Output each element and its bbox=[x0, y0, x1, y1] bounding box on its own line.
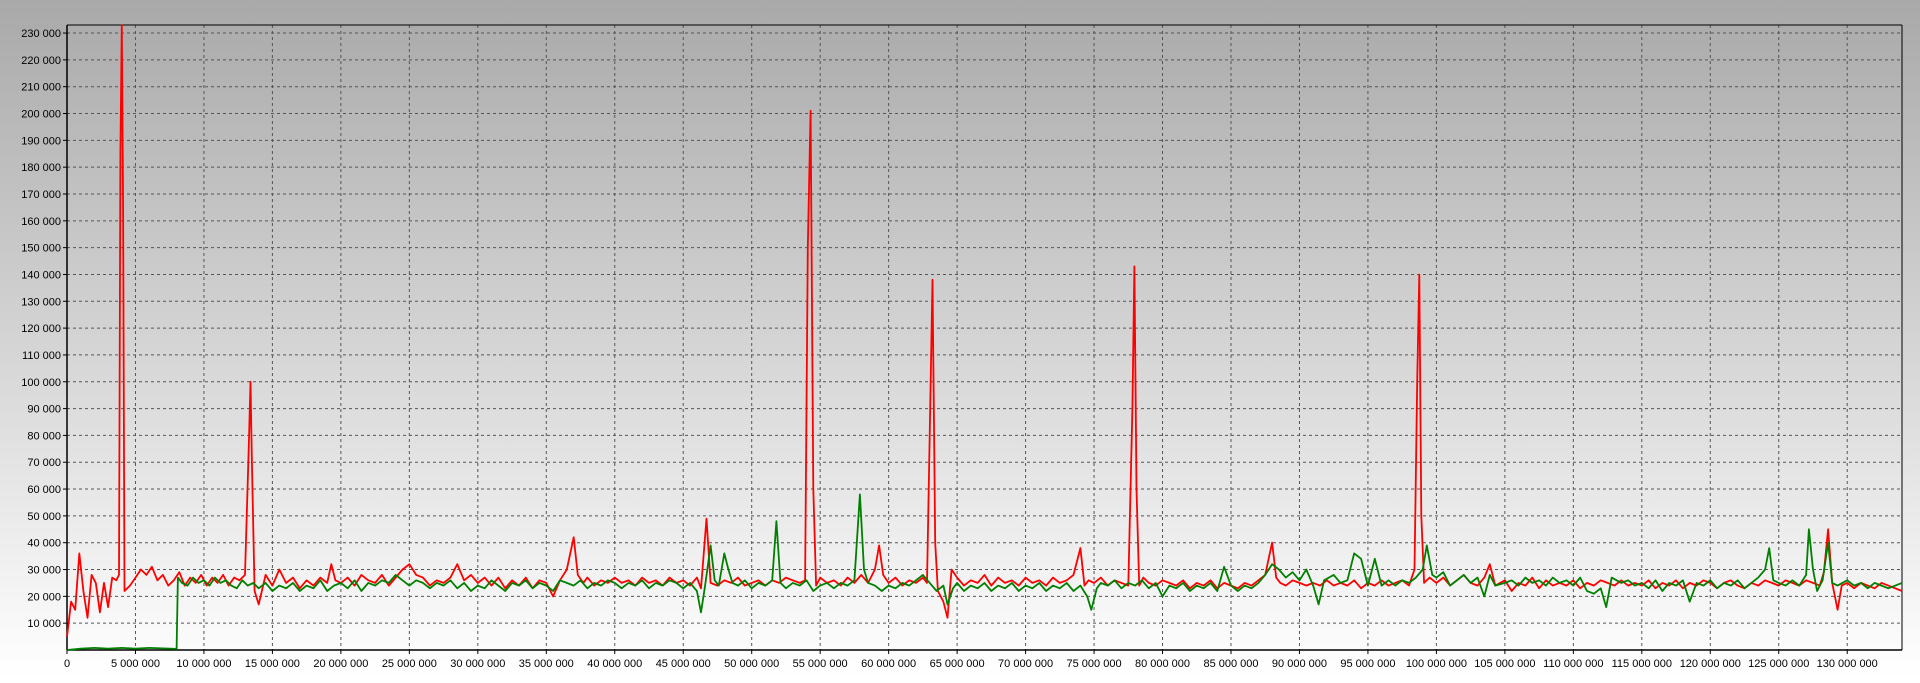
x-tick-label: 120 000 000 bbox=[1680, 658, 1741, 670]
y-tick-label: 110 000 bbox=[22, 350, 61, 362]
x-tick-label: 75 000 000 bbox=[1067, 658, 1122, 670]
x-tick-label: 65 000 000 bbox=[930, 658, 985, 670]
y-tick-label: 140 000 bbox=[21, 269, 61, 281]
y-tick-label: 150 000 bbox=[21, 243, 61, 255]
y-tick-label: 230 000 bbox=[21, 28, 61, 40]
y-tick-label: 50 000 bbox=[27, 511, 61, 523]
y-tick-label: 220 000 bbox=[21, 55, 61, 67]
y-tick-label: 200 000 bbox=[21, 109, 61, 121]
y-tick-label: 100 000 bbox=[21, 377, 61, 389]
x-tick-label: 100 000 000 bbox=[1406, 658, 1467, 670]
x-tick-label: 25 000 000 bbox=[382, 658, 437, 670]
y-tick-label: 170 000 bbox=[21, 189, 61, 201]
y-tick-label: 130 000 bbox=[21, 296, 61, 308]
grid bbox=[67, 25, 1902, 650]
x-axis-ticks: 0 5 000 000 10 000 000 15 000 000 20 000 000… bbox=[64, 650, 1878, 670]
x-tick-label: 125 000 000 bbox=[1748, 658, 1809, 670]
x-tick-label: 95 000 000 bbox=[1340, 658, 1395, 670]
y-tick-label: 160 000 bbox=[21, 216, 61, 228]
x-tick-label: 40 000 000 bbox=[587, 658, 642, 670]
x-tick-label: 30 000 000 bbox=[450, 658, 505, 670]
x-tick-label: 110 000 000 bbox=[1543, 658, 1603, 670]
y-tick-label: 40 000 bbox=[27, 538, 61, 550]
x-tick-label: 130 000 000 bbox=[1817, 658, 1878, 670]
y-tick-label: 60 000 bbox=[27, 484, 61, 496]
y-axis-ticks: 10 000 20 000 30 000 40 000 50 000 60 000 70 0… bbox=[21, 28, 67, 630]
y-tick-label: 210 000 bbox=[21, 82, 61, 94]
x-tick-label: 0 bbox=[64, 658, 70, 670]
x-tick-label: 80 000 000 bbox=[1135, 658, 1190, 670]
axes bbox=[66, 24, 1903, 651]
series-group bbox=[66, 24, 1903, 651]
y-tick-label: 70 000 bbox=[27, 457, 61, 469]
series-line-1 bbox=[66, 24, 1903, 637]
x-tick-label: 70 000 000 bbox=[998, 658, 1053, 670]
y-tick-label: 180 000 bbox=[21, 162, 61, 174]
x-tick-label: 45 000 000 bbox=[656, 658, 711, 670]
y-tick-label: 30 000 bbox=[27, 565, 61, 577]
x-tick-label: 15 000 000 bbox=[245, 658, 300, 670]
y-tick-label: 10 000 bbox=[27, 618, 61, 630]
y-tick-label: 120 000 bbox=[21, 323, 61, 335]
y-tick-label: 190 000 bbox=[21, 135, 61, 147]
x-tick-label: 115 000 000 bbox=[1612, 658, 1672, 670]
x-tick-label: 35 000 000 bbox=[519, 658, 574, 670]
x-tick-label: 90 000 000 bbox=[1272, 658, 1327, 670]
x-tick-label: 5 000 000 bbox=[111, 658, 160, 670]
y-tick-label: 20 000 bbox=[27, 591, 61, 603]
x-tick-label: 55 000 000 bbox=[793, 658, 848, 670]
x-tick-label: 50 000 000 bbox=[724, 658, 779, 670]
x-tick-label: 60 000 000 bbox=[861, 658, 916, 670]
y-tick-label: 90 000 bbox=[27, 404, 61, 416]
x-tick-label: 20 000 000 bbox=[313, 658, 368, 670]
x-tick-label: 85 000 000 bbox=[1203, 658, 1258, 670]
series-line-2 bbox=[66, 493, 1903, 651]
x-tick-label: 10 000 000 bbox=[176, 658, 231, 670]
x-tick-label: 105 000 000 bbox=[1474, 658, 1535, 670]
y-tick-label: 80 000 bbox=[27, 430, 61, 442]
